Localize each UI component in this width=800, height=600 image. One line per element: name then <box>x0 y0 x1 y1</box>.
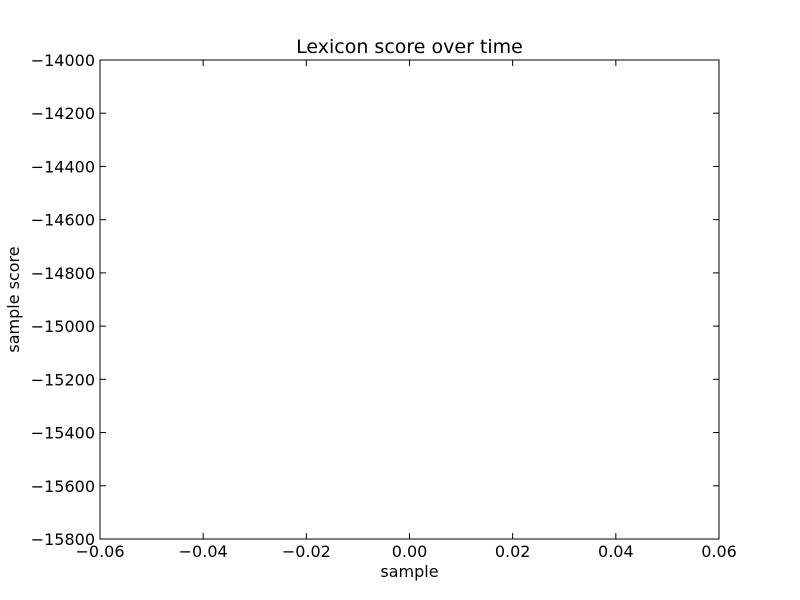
y-tick-label: −15000 <box>31 317 95 336</box>
x-tick-label: −0.02 <box>282 542 331 561</box>
x-tick-label: 0.06 <box>701 542 737 561</box>
y-tick-label: −15600 <box>31 477 95 496</box>
x-axis: −0.06 −0.04 −0.02 0.00 0.02 0.04 0.06 <box>75 60 737 561</box>
chart-title: Lexicon score over time <box>296 36 523 58</box>
y-tick-label: −14800 <box>31 264 95 283</box>
x-tick-label: 0.04 <box>598 542 634 561</box>
x-tick-label: −0.04 <box>179 542 228 561</box>
y-tick-label: −15800 <box>31 530 95 549</box>
x-tick-label: 0.00 <box>392 542 428 561</box>
x-tick-label: −0.06 <box>75 542 124 561</box>
y-tick-label: −14200 <box>31 104 95 123</box>
y-tick-label: −14600 <box>31 211 95 230</box>
y-axis-title: sample score <box>4 246 23 352</box>
y-tick-label: −14000 <box>31 51 95 70</box>
y-axis: −14000 −14200 −14400 −14600 −14800 −15000 −152… <box>31 51 719 549</box>
y-tick-label: −15200 <box>31 370 95 389</box>
x-tick-label: 0.02 <box>495 542 531 561</box>
plot-area <box>99 59 720 540</box>
x-axis-title: sample <box>380 562 438 581</box>
y-tick-label: −14400 <box>31 157 95 176</box>
y-tick-label: −15400 <box>31 424 95 443</box>
